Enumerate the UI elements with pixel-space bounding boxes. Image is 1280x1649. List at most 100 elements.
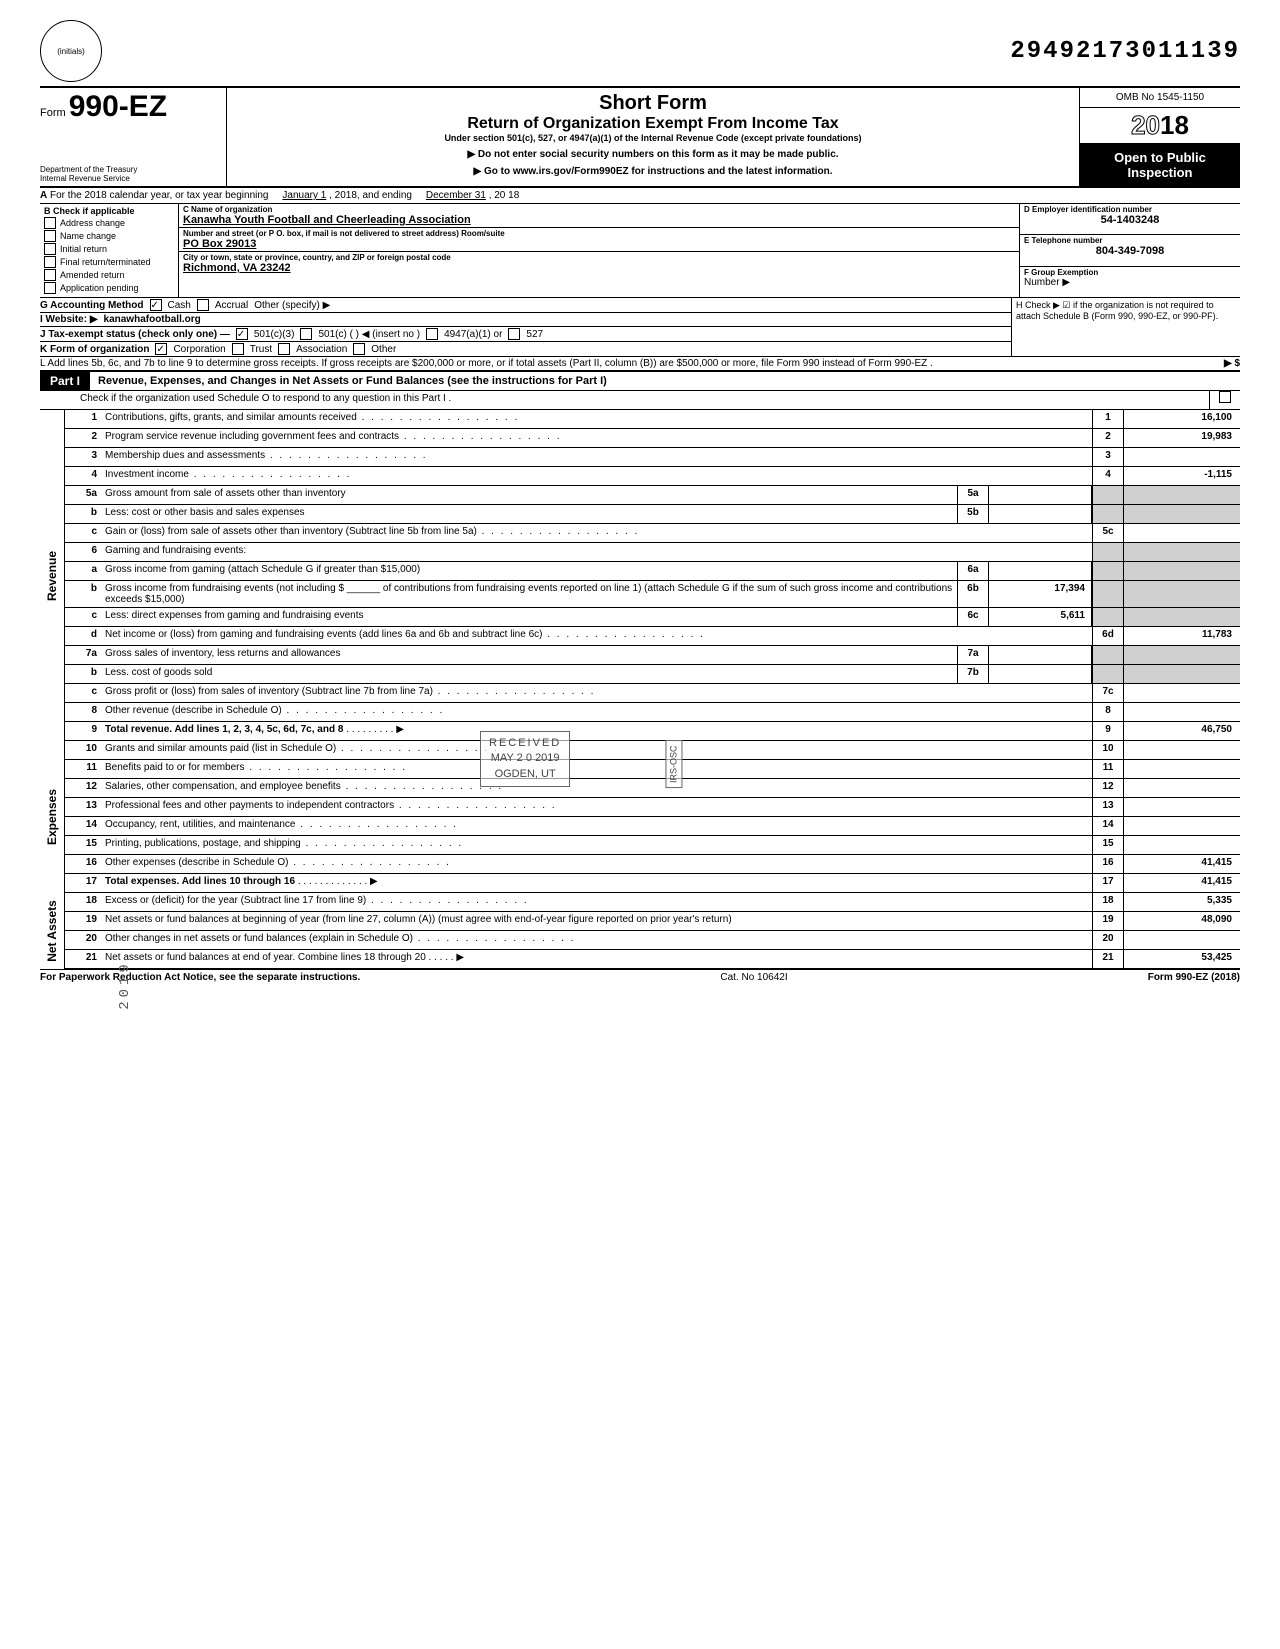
line-2: 2Program service revenue including gover… (65, 429, 1240, 448)
lv (1123, 646, 1240, 664)
rows-g-k-left: G Accounting Method Cash Accrual Other (… (40, 298, 1011, 356)
lcn (1092, 562, 1123, 580)
lv (1123, 543, 1240, 561)
part-1-sub-text: Check if the organization used Schedule … (76, 391, 1209, 409)
dln: 29492173011139 (1010, 38, 1240, 65)
row-l-text: L Add lines 5b, 6c, and 7b to line 9 to … (40, 358, 933, 369)
checkbox-icon[interactable] (353, 343, 365, 355)
lscn: 7a (957, 646, 989, 664)
ld: Gross income from gaming (attach Schedul… (101, 562, 957, 580)
ln: b (65, 665, 101, 683)
line-16: 16Other expenses (describe in Schedule O… (65, 855, 1240, 874)
checkbox-icon[interactable] (44, 282, 56, 294)
row-h: H Check ▶ ☑ if the organization is not r… (1011, 298, 1240, 356)
checkbox-icon[interactable] (44, 217, 56, 229)
ln: 3 (65, 448, 101, 466)
checkbox-icon[interactable] (44, 230, 56, 242)
ein: 54-1403248 (1024, 214, 1236, 226)
checkbox-icon[interactable] (1219, 391, 1231, 403)
lsv (989, 562, 1092, 580)
checkbox-icon[interactable] (300, 328, 312, 340)
line-19: 19Net assets or fund balances at beginni… (65, 912, 1240, 931)
lcn: 21 (1092, 950, 1123, 968)
line-14: 14Occupancy, rent, utilities, and mainte… (65, 817, 1240, 836)
checkbox-icon[interactable] (278, 343, 290, 355)
ld: Gross profit or (loss) from sales of inv… (101, 684, 1092, 702)
ld: Printing, publications, postage, and shi… (101, 836, 1092, 854)
ck-pending[interactable]: Application pending (44, 282, 174, 294)
col-b: B Check if applicable Address change Nam… (40, 204, 179, 297)
header-mid: Short Form Return of Organization Exempt… (227, 88, 1079, 186)
checkbox-icon[interactable] (150, 299, 162, 311)
lcn: 15 (1092, 836, 1123, 854)
omb: OMB No 1545-1150 (1080, 88, 1240, 108)
ck-amended[interactable]: Amended return (44, 269, 174, 281)
lcn: 13 (1092, 798, 1123, 816)
ck-initial[interactable]: Initial return (44, 243, 174, 255)
col-def: D Employer identification number 54-1403… (1020, 204, 1240, 297)
checkbox-icon[interactable] (44, 256, 56, 268)
ln: 6 (65, 543, 101, 561)
lcn: 5c (1092, 524, 1123, 542)
stamp-l1: RECEIVED (489, 736, 561, 751)
stamp-l2: MAY 2 0 2019 (489, 751, 561, 766)
checkbox-icon[interactable] (508, 328, 520, 340)
checkbox-icon[interactable] (236, 328, 248, 340)
org-name: Kanawha Youth Football and Cheerleading … (183, 214, 1015, 226)
line-6d: dNet income or (loss) from gaming and fu… (65, 627, 1240, 646)
checkbox-icon[interactable] (44, 269, 56, 281)
ln: c (65, 524, 101, 542)
org-city-label: City or town, state or province, country… (183, 253, 1015, 262)
opt-accrual: Accrual (215, 300, 248, 311)
lcn (1092, 543, 1123, 561)
form-note-1: ▶ Do not enter social security numbers o… (235, 149, 1071, 160)
ck-label: Final return/terminated (60, 257, 151, 267)
ln: 21 (65, 950, 101, 968)
group-cell: F Group Exemption Number ▶ (1020, 267, 1240, 297)
part-tag: Part I (40, 372, 90, 390)
dept: Department of the Treasury Internal Reve… (40, 166, 220, 184)
line-13: 13Professional fees and other payments t… (65, 798, 1240, 817)
form-note-2: ▶ Go to www.irs.gov/Form990EZ for instru… (235, 166, 1071, 177)
form-prefix: Form (40, 107, 66, 119)
year-bold: 18 (1160, 110, 1189, 140)
part-title: Revenue, Expenses, and Changes in Net As… (90, 373, 615, 389)
lv (1123, 486, 1240, 504)
ck-name[interactable]: Name change (44, 230, 174, 242)
lv: 5,335 (1123, 893, 1240, 911)
line-20: 20Other changes in net assets or fund ba… (65, 931, 1240, 950)
org-addr: PO Box 29013 (183, 238, 1015, 250)
checkbox-icon[interactable] (44, 243, 56, 255)
phone-label: E Telephone number (1024, 236, 1236, 245)
form-title: Return of Organization Exempt From Incom… (235, 115, 1071, 133)
ld: Investment income (101, 467, 1092, 485)
checkbox-icon[interactable] (232, 343, 244, 355)
ln: 5a (65, 486, 101, 504)
schedule-o-checkbox[interactable] (1209, 391, 1240, 409)
lscn: 5a (957, 486, 989, 504)
ln: 19 (65, 912, 101, 930)
ld: Gross income from fundraising events (no… (101, 581, 957, 607)
lsv: 17,394 (989, 581, 1092, 607)
ld: Other revenue (describe in Schedule O) (101, 703, 1092, 721)
lv (1123, 524, 1240, 542)
checkbox-icon[interactable] (197, 299, 209, 311)
lv (1123, 741, 1240, 759)
ck-final[interactable]: Final return/terminated (44, 256, 174, 268)
ln: c (65, 608, 101, 626)
form-header: Form 990-EZ Department of the Treasury I… (40, 86, 1240, 188)
lscn: 5b (957, 505, 989, 523)
checkbox-icon[interactable] (426, 328, 438, 340)
lv: 41,415 (1123, 855, 1240, 873)
tax-year: 2018 (1080, 108, 1240, 144)
ld: Less: direct expenses from gaming and fu… (101, 608, 957, 626)
lv (1123, 581, 1240, 607)
lv: 53,425 (1123, 950, 1240, 968)
ld: Other expenses (describe in Schedule O) (101, 855, 1092, 873)
line-5c: cGain or (loss) from sale of assets othe… (65, 524, 1240, 543)
lcn: 9 (1092, 722, 1123, 740)
line-5a: 5aGross amount from sale of assets other… (65, 486, 1240, 505)
ck-address[interactable]: Address change (44, 217, 174, 229)
checkbox-icon[interactable] (155, 343, 167, 355)
stamp-side: IRS-OSC (668, 746, 678, 784)
